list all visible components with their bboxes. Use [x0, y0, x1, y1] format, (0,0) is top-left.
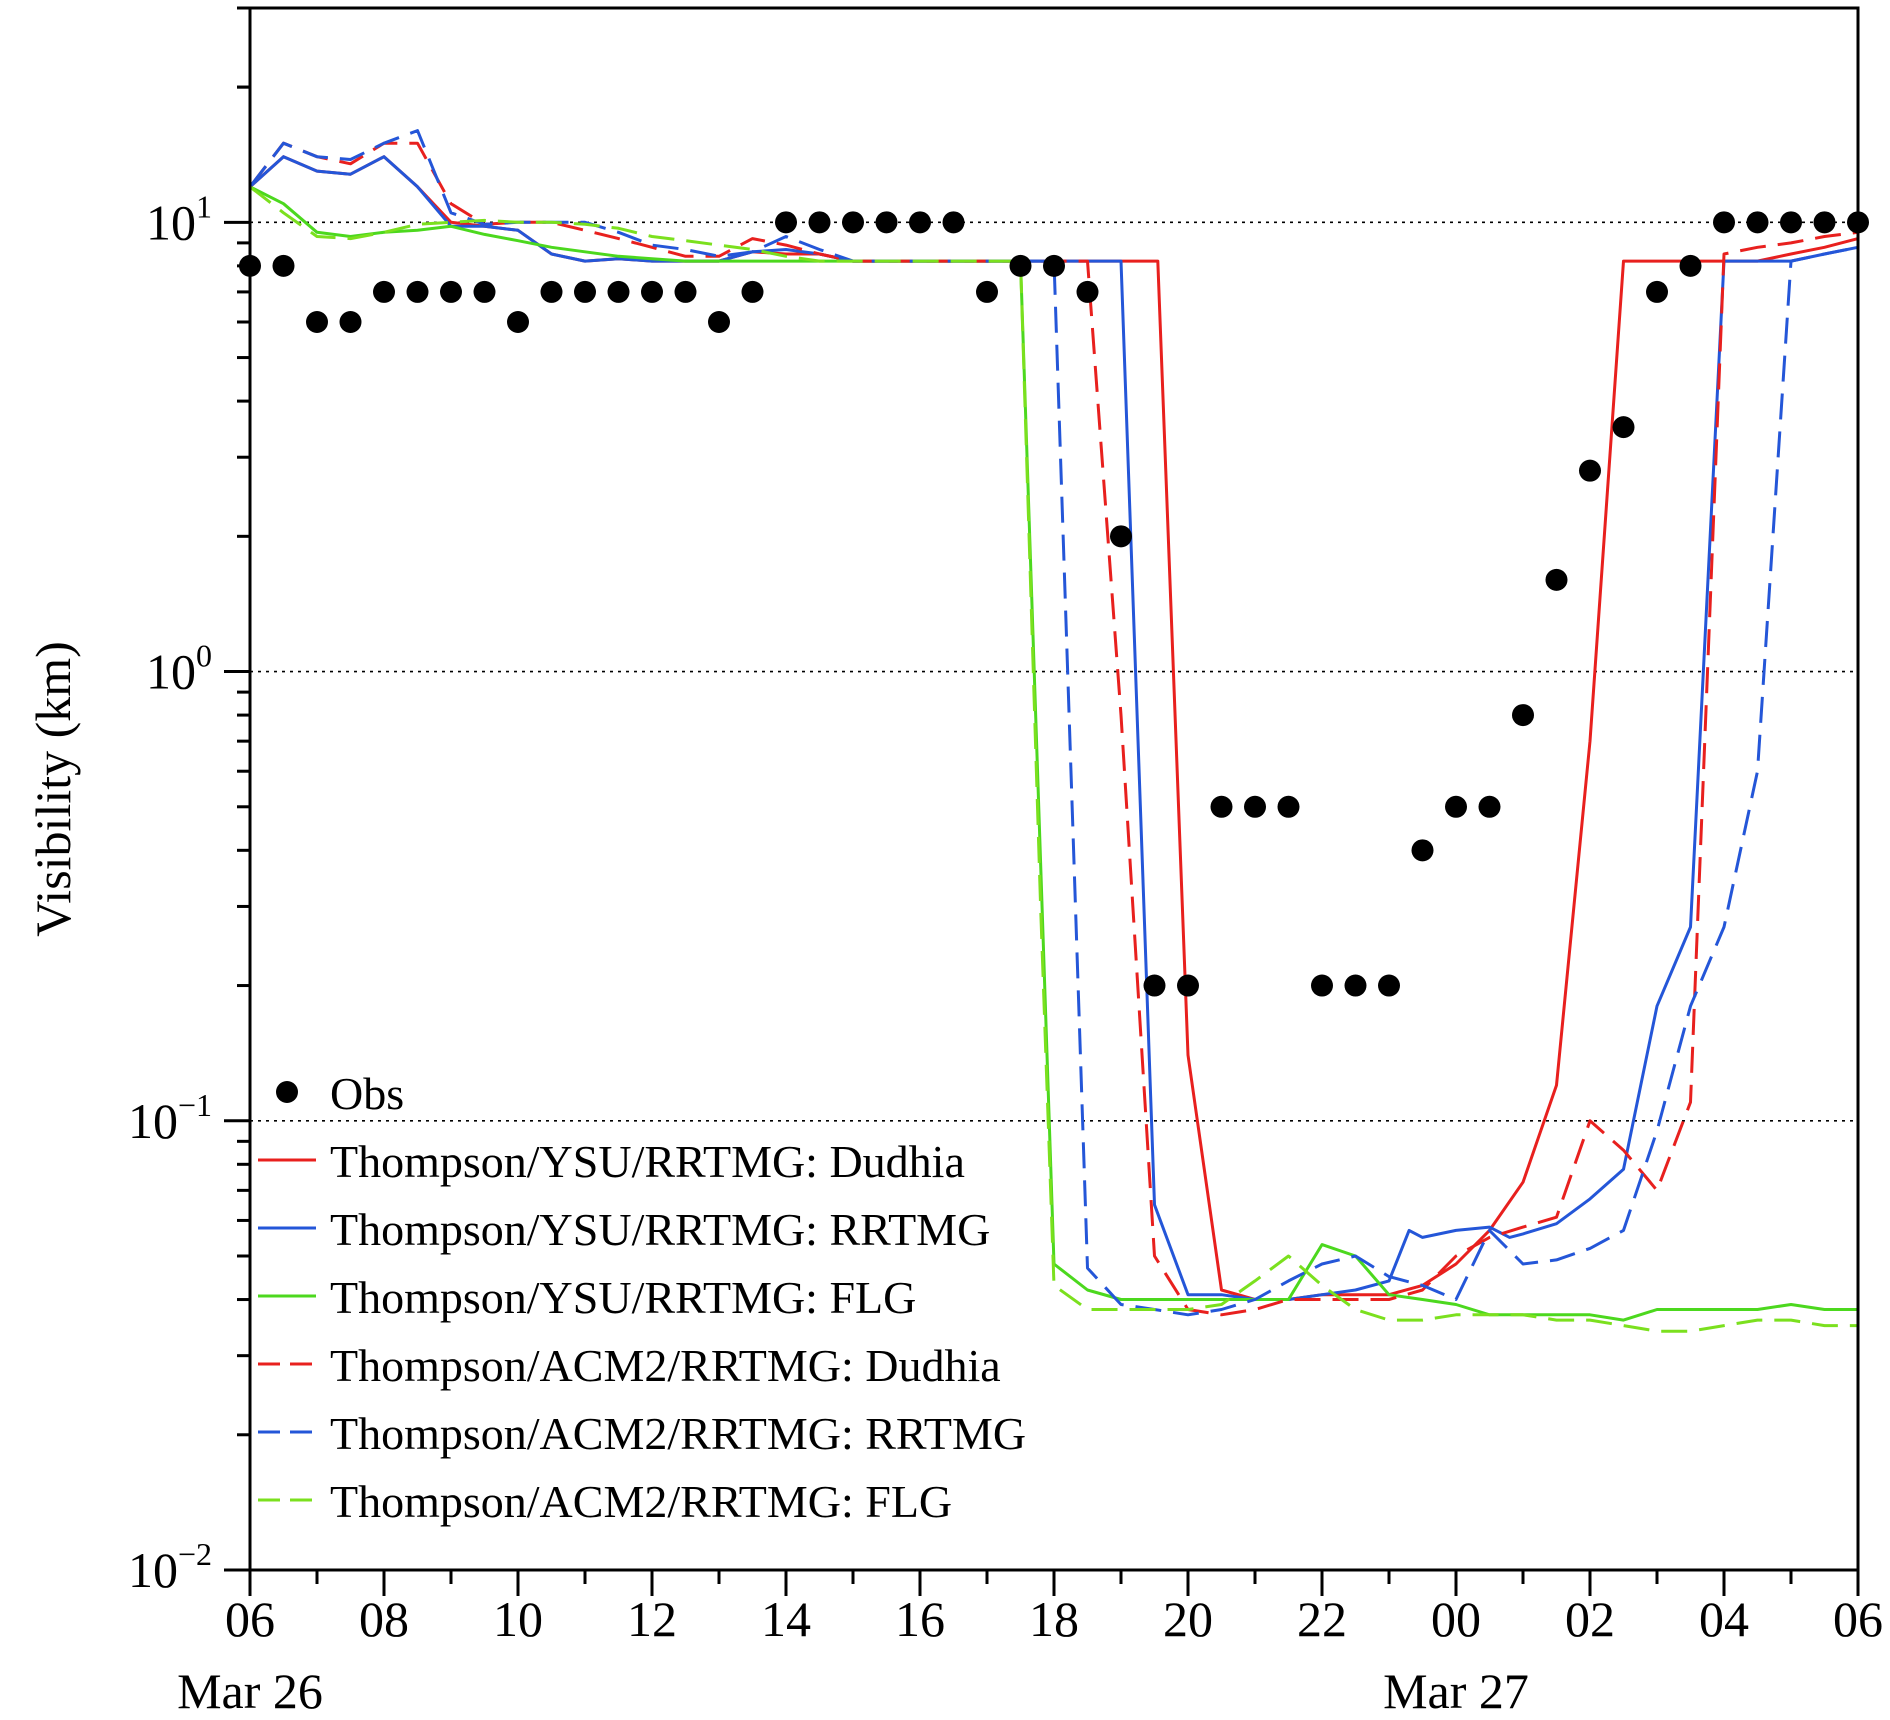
obs-point [1411, 839, 1434, 862]
x-tick-label: 00 [1431, 1591, 1481, 1647]
legend-label-4: Thompson/ACM2/RRTMG: Dudhia [330, 1340, 1001, 1391]
series-line-6 [249, 185, 1858, 1333]
obs-point [708, 310, 730, 333]
obs-point [1277, 795, 1300, 818]
x-tick-label: 20 [1163, 1591, 1213, 1647]
obs-point [1512, 704, 1534, 727]
x-date-label: Mar 27 [1383, 1663, 1529, 1719]
x-tick-label: 22 [1297, 1591, 1347, 1647]
x-tick-label: 08 [359, 1591, 409, 1647]
obs-point [1311, 974, 1333, 997]
obs-point [1378, 974, 1400, 997]
obs-point [607, 280, 630, 303]
y-axis-label: Visibility (km) [25, 641, 81, 937]
obs-point [976, 280, 998, 303]
x-tick-label: 06 [225, 1591, 275, 1647]
obs-point [909, 211, 931, 234]
x-tick-label: 04 [1699, 1591, 1749, 1647]
x-tick-label: 16 [895, 1591, 945, 1647]
obs-point [473, 280, 496, 303]
x-tick-label: 06 [1833, 1591, 1883, 1647]
obs-point [1780, 211, 1802, 234]
plot-frame [248, 6, 1860, 1572]
x-tick-label: 14 [761, 1591, 811, 1647]
obs-point [1713, 211, 1735, 234]
obs-point [306, 310, 328, 333]
obs-point [808, 211, 831, 234]
obs-point [1746, 211, 1769, 234]
legend-label-2: Thompson/YSU/RRTMG: RRTMG [330, 1204, 990, 1255]
obs-point [1210, 795, 1233, 818]
obs-point [1579, 459, 1601, 482]
series-line-1 [248, 155, 1859, 1301]
obs-point [272, 254, 295, 277]
obs-point [1813, 211, 1836, 234]
obs-point [507, 310, 529, 333]
obs-point [1110, 525, 1132, 548]
obs-point [1646, 280, 1668, 303]
obs-point [1445, 795, 1467, 818]
obs-point [440, 280, 462, 303]
obs-point [674, 280, 697, 303]
legend: Obs Thompson/YSU/RRTMG: Dudhia Thompson/YS… [258, 1068, 1026, 1527]
obs-point [1009, 254, 1032, 277]
obs-point [741, 280, 764, 303]
obs-point [775, 211, 797, 234]
obs-point [373, 280, 395, 303]
x-tick-label: 02 [1565, 1591, 1615, 1647]
obs-point [1612, 416, 1635, 439]
legend-label-3: Thompson/YSU/RRTMG: FLG [330, 1272, 916, 1323]
y-axis: 10−2 10−1 100 101 [128, 6, 250, 1598]
obs-point [942, 211, 965, 234]
obs-point [1143, 974, 1166, 997]
obs-point [875, 211, 898, 234]
x-date-label: Mar 26 [177, 1663, 323, 1719]
obs-point [1679, 254, 1702, 277]
y-tick-label: 10−1 [128, 1087, 212, 1149]
obs-point [842, 211, 864, 234]
y-tick-label: 101 [146, 188, 212, 250]
x-axis: 06 08 10 12 14 16 18 20 22 00 02 04 06 Mar 26 Mar 27 [177, 1570, 1883, 1719]
obs-point [540, 280, 563, 303]
obs-point [1177, 974, 1199, 997]
y-tick-label: 100 [146, 638, 212, 700]
series-line-2 [248, 155, 1859, 1301]
obs-points [239, 211, 1869, 997]
x-tick-label: 10 [493, 1591, 543, 1647]
obs-point [641, 280, 663, 303]
legend-obs-marker [276, 1081, 298, 1103]
x-tick-label: 18 [1029, 1591, 1079, 1647]
x-tick-label: 12 [627, 1591, 677, 1647]
obs-point [406, 280, 429, 303]
obs-point [1478, 795, 1501, 818]
obs-point [1545, 568, 1568, 591]
obs-point [574, 280, 596, 303]
obs-point [1043, 254, 1065, 277]
legend-obs-label: Obs [330, 1068, 404, 1119]
y-tick-label: 10−2 [128, 1536, 212, 1598]
obs-point [1076, 280, 1099, 303]
legend-label-6: Thompson/ACM2/RRTMG: FLG [330, 1476, 952, 1527]
obs-point [339, 310, 362, 333]
legend-label-1: Thompson/YSU/RRTMG: Dudhia [330, 1136, 965, 1187]
obs-point [1344, 974, 1367, 997]
legend-label-5: Thompson/ACM2/RRTMG: RRTMG [330, 1408, 1026, 1459]
obs-point [1244, 795, 1266, 818]
